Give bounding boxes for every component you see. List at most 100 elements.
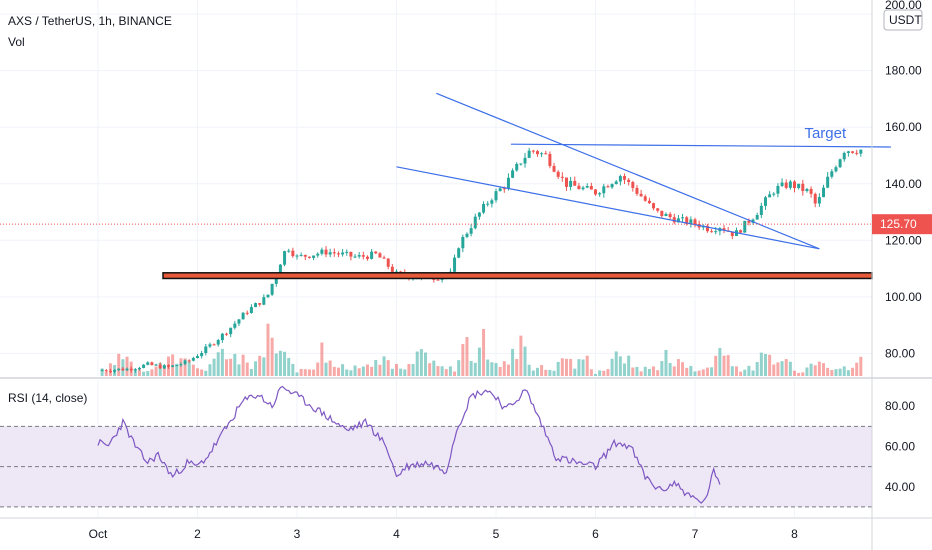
candle[interactable]	[822, 184, 826, 198]
candle[interactable]	[540, 152, 544, 158]
candle[interactable]	[855, 149, 859, 156]
candle[interactable]	[179, 362, 183, 367]
candle[interactable]	[647, 197, 651, 205]
candle[interactable]	[693, 217, 697, 228]
candle[interactable]	[191, 356, 195, 362]
candle[interactable]	[158, 362, 162, 370]
candle[interactable]	[245, 310, 249, 316]
candle[interactable]	[365, 255, 369, 261]
candle[interactable]	[701, 224, 705, 231]
candle[interactable]	[125, 367, 129, 371]
candle[interactable]	[196, 354, 199, 359]
rsi-legend[interactable]: RSI (14, close)	[8, 391, 87, 405]
candle[interactable]	[220, 332, 224, 343]
candle[interactable]	[730, 231, 734, 240]
candle[interactable]	[598, 192, 602, 197]
candle[interactable]	[341, 248, 345, 257]
candle[interactable]	[349, 251, 353, 261]
candle[interactable]	[320, 247, 324, 256]
candle[interactable]	[689, 216, 693, 228]
candle[interactable]	[117, 368, 121, 372]
candle[interactable]	[772, 192, 776, 197]
candle[interactable]	[233, 320, 237, 330]
candle[interactable]	[204, 343, 208, 356]
candle[interactable]	[133, 367, 137, 373]
candle[interactable]	[461, 234, 465, 253]
candle[interactable]	[846, 150, 850, 157]
candle[interactable]	[357, 252, 361, 259]
candle[interactable]	[200, 350, 204, 359]
price-axis-ticks[interactable]: 80.00 100.00 120.00 140.00 160.00 180.00	[885, 64, 922, 361]
candle[interactable]	[722, 225, 726, 234]
candle[interactable]	[494, 188, 498, 203]
candle[interactable]	[353, 254, 357, 259]
candle[interactable]	[386, 257, 390, 270]
candle[interactable]	[465, 232, 469, 239]
candle[interactable]	[121, 366, 125, 371]
candle[interactable]	[154, 363, 158, 366]
candle[interactable]	[162, 364, 166, 370]
candle[interactable]	[681, 213, 685, 223]
candle[interactable]	[838, 158, 842, 168]
candle[interactable]	[382, 255, 386, 259]
candle[interactable]	[266, 294, 270, 299]
candle[interactable]	[788, 179, 792, 190]
candle[interactable]	[453, 254, 457, 274]
target-line[interactable]	[510, 143, 892, 148]
candle[interactable]	[801, 179, 805, 196]
candle[interactable]	[390, 263, 394, 274]
candlestick-series[interactable]	[100, 147, 863, 374]
candle[interactable]	[556, 170, 560, 179]
candle[interactable]	[851, 150, 855, 154]
candle[interactable]	[631, 180, 635, 192]
candle[interactable]	[457, 247, 461, 259]
volume-legend[interactable]: Vol	[8, 35, 25, 49]
candle[interactable]	[627, 178, 631, 186]
candle[interactable]	[142, 364, 146, 369]
candle[interactable]	[589, 182, 593, 190]
candle[interactable]	[270, 283, 274, 296]
rsi-axis-ticks[interactable]: 40.00 60.00 80.00	[885, 399, 915, 494]
candle[interactable]	[225, 332, 229, 336]
candle[interactable]	[531, 149, 535, 154]
candle[interactable]	[759, 202, 763, 219]
candle[interactable]	[511, 168, 515, 179]
candle[interactable]	[477, 212, 481, 220]
candle[interactable]	[809, 186, 813, 198]
candle[interactable]	[486, 201, 490, 207]
candle[interactable]	[212, 343, 216, 346]
candle[interactable]	[519, 163, 523, 166]
candle[interactable]	[332, 248, 336, 257]
candle[interactable]	[826, 171, 830, 189]
candle[interactable]	[283, 250, 287, 267]
candle[interactable]	[776, 183, 780, 198]
candle[interactable]	[307, 256, 311, 259]
candle[interactable]	[805, 187, 809, 193]
time-axis-ticks[interactable]: Oct 2 3 4 5 6 7 8	[89, 527, 798, 541]
candle[interactable]	[577, 182, 581, 190]
candle[interactable]	[842, 151, 846, 162]
candle[interactable]	[374, 250, 378, 255]
candle[interactable]	[755, 212, 759, 220]
candle[interactable]	[291, 247, 295, 258]
candle[interactable]	[535, 149, 539, 157]
candle[interactable]	[473, 213, 477, 230]
candle[interactable]	[150, 361, 154, 366]
candle[interactable]	[361, 251, 365, 260]
candle[interactable]	[523, 152, 527, 168]
candle[interactable]	[643, 194, 647, 202]
candle[interactable]	[656, 207, 660, 213]
candle[interactable]	[564, 177, 568, 191]
candle[interactable]	[146, 361, 150, 366]
candle[interactable]	[166, 364, 170, 369]
candle[interactable]	[137, 366, 141, 371]
candle[interactable]	[469, 224, 473, 237]
candle[interactable]	[552, 162, 556, 173]
candle[interactable]	[108, 368, 112, 374]
candle[interactable]	[370, 249, 374, 260]
candle[interactable]	[100, 368, 104, 372]
candle[interactable]	[685, 216, 689, 226]
candle[interactable]	[316, 252, 320, 258]
candle[interactable]	[668, 211, 672, 220]
candle[interactable]	[639, 189, 643, 197]
